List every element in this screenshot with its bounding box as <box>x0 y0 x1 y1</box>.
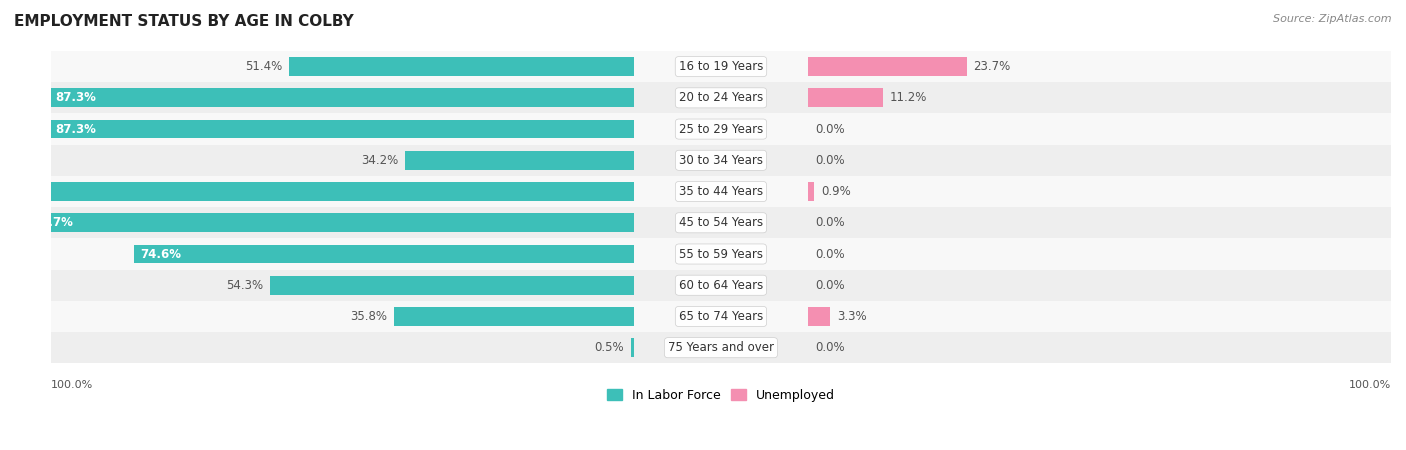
Text: 25 to 29 Years: 25 to 29 Years <box>679 122 763 135</box>
Bar <box>51 238 1391 270</box>
Bar <box>394 307 634 326</box>
Bar <box>808 307 830 326</box>
Text: 74.6%: 74.6% <box>141 248 181 261</box>
Text: 34.2%: 34.2% <box>361 154 398 167</box>
Text: 0.0%: 0.0% <box>815 216 845 229</box>
Text: 0.0%: 0.0% <box>815 154 845 167</box>
Text: 0.0%: 0.0% <box>815 279 845 292</box>
Bar <box>290 57 634 76</box>
Text: 55 to 59 Years: 55 to 59 Years <box>679 248 763 261</box>
Text: EMPLOYMENT STATUS BY AGE IN COLBY: EMPLOYMENT STATUS BY AGE IN COLBY <box>14 14 354 28</box>
Text: 100.0%: 100.0% <box>51 381 93 391</box>
Bar <box>270 276 634 295</box>
Text: 87.3%: 87.3% <box>56 91 97 104</box>
Bar <box>51 301 1391 332</box>
Text: 0.0%: 0.0% <box>815 341 845 354</box>
Bar <box>808 182 814 201</box>
Text: 87.3%: 87.3% <box>56 122 97 135</box>
Text: 35 to 44 Years: 35 to 44 Years <box>679 185 763 198</box>
Text: 11.2%: 11.2% <box>890 91 927 104</box>
Bar <box>51 176 1391 207</box>
Text: 0.9%: 0.9% <box>821 185 851 198</box>
Bar <box>27 213 634 232</box>
Text: Source: ZipAtlas.com: Source: ZipAtlas.com <box>1274 14 1392 23</box>
Bar <box>51 145 1391 176</box>
Text: 45 to 54 Years: 45 to 54 Years <box>679 216 763 229</box>
Bar <box>51 51 1391 82</box>
Legend: In Labor Force, Unemployed: In Labor Force, Unemployed <box>602 384 839 407</box>
Text: 75 Years and over: 75 Years and over <box>668 341 773 354</box>
Bar <box>808 57 967 76</box>
Text: 90.7%: 90.7% <box>32 216 73 229</box>
Text: 94.6%: 94.6% <box>7 185 48 198</box>
Bar <box>51 270 1391 301</box>
Bar <box>630 338 634 357</box>
Text: 60 to 64 Years: 60 to 64 Years <box>679 279 763 292</box>
Bar <box>51 207 1391 238</box>
Text: 65 to 74 Years: 65 to 74 Years <box>679 310 763 323</box>
Bar <box>808 89 883 107</box>
Text: 100.0%: 100.0% <box>1348 381 1391 391</box>
Bar <box>49 120 634 139</box>
Text: 16 to 19 Years: 16 to 19 Years <box>679 60 763 73</box>
Text: 20 to 24 Years: 20 to 24 Years <box>679 91 763 104</box>
Bar <box>0 182 634 201</box>
Text: 30 to 34 Years: 30 to 34 Years <box>679 154 763 167</box>
Text: 3.3%: 3.3% <box>837 310 866 323</box>
Text: 0.0%: 0.0% <box>815 248 845 261</box>
Bar <box>51 113 1391 145</box>
Text: 23.7%: 23.7% <box>973 60 1011 73</box>
Text: 54.3%: 54.3% <box>226 279 263 292</box>
Text: 35.8%: 35.8% <box>350 310 387 323</box>
Bar <box>51 332 1391 363</box>
Text: 0.5%: 0.5% <box>595 341 624 354</box>
Bar <box>49 89 634 107</box>
Bar <box>405 151 634 170</box>
Bar <box>134 245 634 263</box>
Text: 0.0%: 0.0% <box>815 122 845 135</box>
Text: 51.4%: 51.4% <box>246 60 283 73</box>
Bar <box>51 82 1391 113</box>
